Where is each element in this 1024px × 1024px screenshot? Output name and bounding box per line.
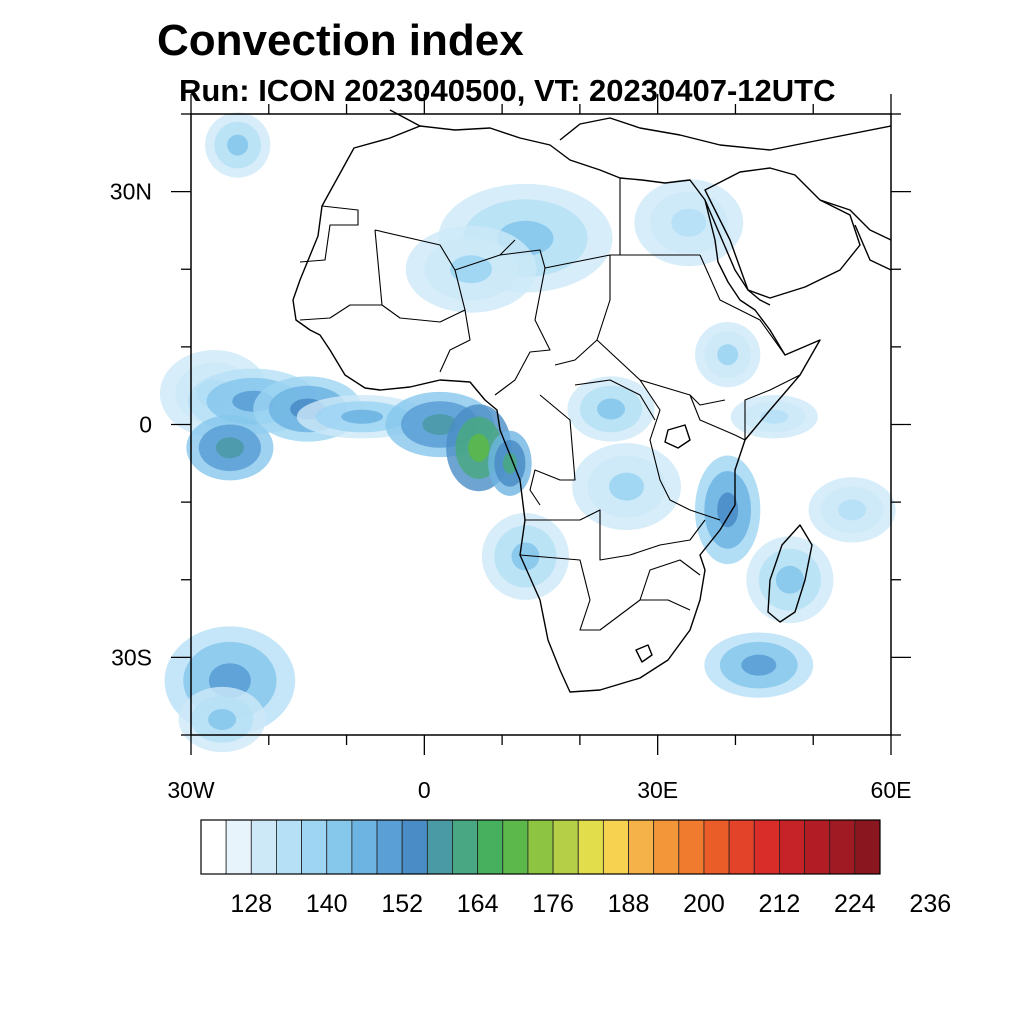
x-tick-label: 0 bbox=[418, 777, 431, 803]
field-patch-core bbox=[341, 409, 384, 424]
colorbar-swatch bbox=[276, 819, 302, 875]
colorbar-swatch bbox=[753, 819, 780, 875]
field-patch-core bbox=[502, 452, 517, 474]
colorbar-label: 164 bbox=[457, 890, 499, 918]
field-patch-core bbox=[450, 255, 492, 284]
field-patch-core bbox=[422, 414, 458, 435]
mediterranean-coast bbox=[389, 109, 892, 151]
country-borders bbox=[299, 178, 801, 631]
field-patch-core bbox=[775, 565, 804, 594]
field-patch-core bbox=[609, 472, 645, 501]
colorbar-swatch bbox=[678, 819, 705, 875]
field-patch-core bbox=[838, 499, 867, 521]
field-patch-core bbox=[468, 433, 490, 462]
convection-field bbox=[159, 112, 896, 753]
colorbar-label: 236 bbox=[909, 890, 951, 918]
colorbar-swatch bbox=[401, 819, 428, 875]
colorbar-swatch bbox=[426, 819, 453, 875]
x-tick-label: 60E bbox=[871, 777, 912, 803]
map-panel: 30W 0 30E 60E 30N 0 30S bbox=[110, 94, 912, 803]
africa-coastline bbox=[292, 125, 821, 693]
colorbar-swatch bbox=[628, 819, 655, 875]
colorbar-label: 128 bbox=[230, 890, 272, 918]
colorbar-swatch bbox=[653, 819, 680, 875]
colorbar-frame bbox=[200, 819, 881, 875]
colorbar-swatch bbox=[477, 819, 504, 875]
field-patch-core bbox=[741, 654, 777, 676]
colorbar-label: 188 bbox=[608, 890, 650, 918]
colorbar-label: 140 bbox=[306, 890, 348, 918]
field-patch-core bbox=[597, 398, 625, 420]
field-patch-core bbox=[717, 492, 739, 528]
red-sea-coast bbox=[704, 199, 771, 306]
colorbar: 128 140 152 164 176 188 200 212 224 236 bbox=[200, 819, 951, 918]
colorbar-swatch bbox=[602, 819, 629, 875]
y-tick-label: 30S bbox=[111, 644, 152, 670]
colorbar-label: 200 bbox=[683, 890, 725, 918]
colorbar-swatch bbox=[854, 819, 881, 875]
colorbar-swatch bbox=[779, 819, 805, 875]
field-patch-core bbox=[511, 542, 540, 571]
colorbar-swatch bbox=[326, 819, 353, 875]
field-patch-core bbox=[717, 344, 739, 366]
colorbar-swatch bbox=[200, 819, 227, 875]
figure-title: Convection index bbox=[157, 16, 524, 65]
colorbar-swatch bbox=[552, 819, 579, 875]
x-tick-label: 30W bbox=[167, 777, 215, 803]
colorbar-swatch bbox=[829, 819, 856, 875]
field-patch-core bbox=[227, 134, 249, 156]
colorbar-label: 212 bbox=[759, 890, 801, 918]
gulf-coast bbox=[819, 199, 892, 271]
field-patch-core bbox=[208, 708, 237, 730]
colorbar-label: 224 bbox=[834, 890, 876, 918]
colorbar-label: 176 bbox=[532, 890, 574, 918]
madagascar-coastline bbox=[767, 524, 813, 623]
y-tick-label: 30N bbox=[110, 179, 152, 205]
axis-ticks bbox=[171, 94, 911, 755]
lake-victoria bbox=[664, 424, 691, 449]
colorbar-swatch bbox=[351, 819, 378, 875]
colorbar-swatch bbox=[577, 819, 604, 875]
colorbar-swatch bbox=[452, 819, 479, 875]
colorbar-swatch bbox=[502, 819, 529, 875]
colorbar-label: 152 bbox=[381, 890, 423, 918]
colorbar-swatch bbox=[703, 819, 730, 875]
colorbar-swatch bbox=[804, 819, 831, 875]
lesotho-border bbox=[635, 644, 653, 663]
coastlines-and-borders bbox=[292, 109, 892, 693]
colorbar-swatch bbox=[728, 819, 755, 875]
colorbar-swatch bbox=[250, 819, 277, 875]
y-tick-label: 0 bbox=[139, 412, 152, 438]
axis-tick-labels: 30W 0 30E 60E 30N 0 30S bbox=[110, 179, 912, 803]
colorbar-swatch bbox=[527, 819, 554, 875]
field-patch-core bbox=[671, 208, 707, 237]
colorbar-swatch bbox=[301, 819, 328, 875]
x-tick-label: 30E bbox=[637, 777, 678, 803]
colorbar-swatch bbox=[225, 819, 252, 875]
colorbar-swatch bbox=[376, 819, 403, 875]
figure-subtitle: Run: ICON 2023040500, VT: 20230407-12UTC bbox=[179, 73, 836, 108]
field-patch-core bbox=[215, 437, 244, 459]
